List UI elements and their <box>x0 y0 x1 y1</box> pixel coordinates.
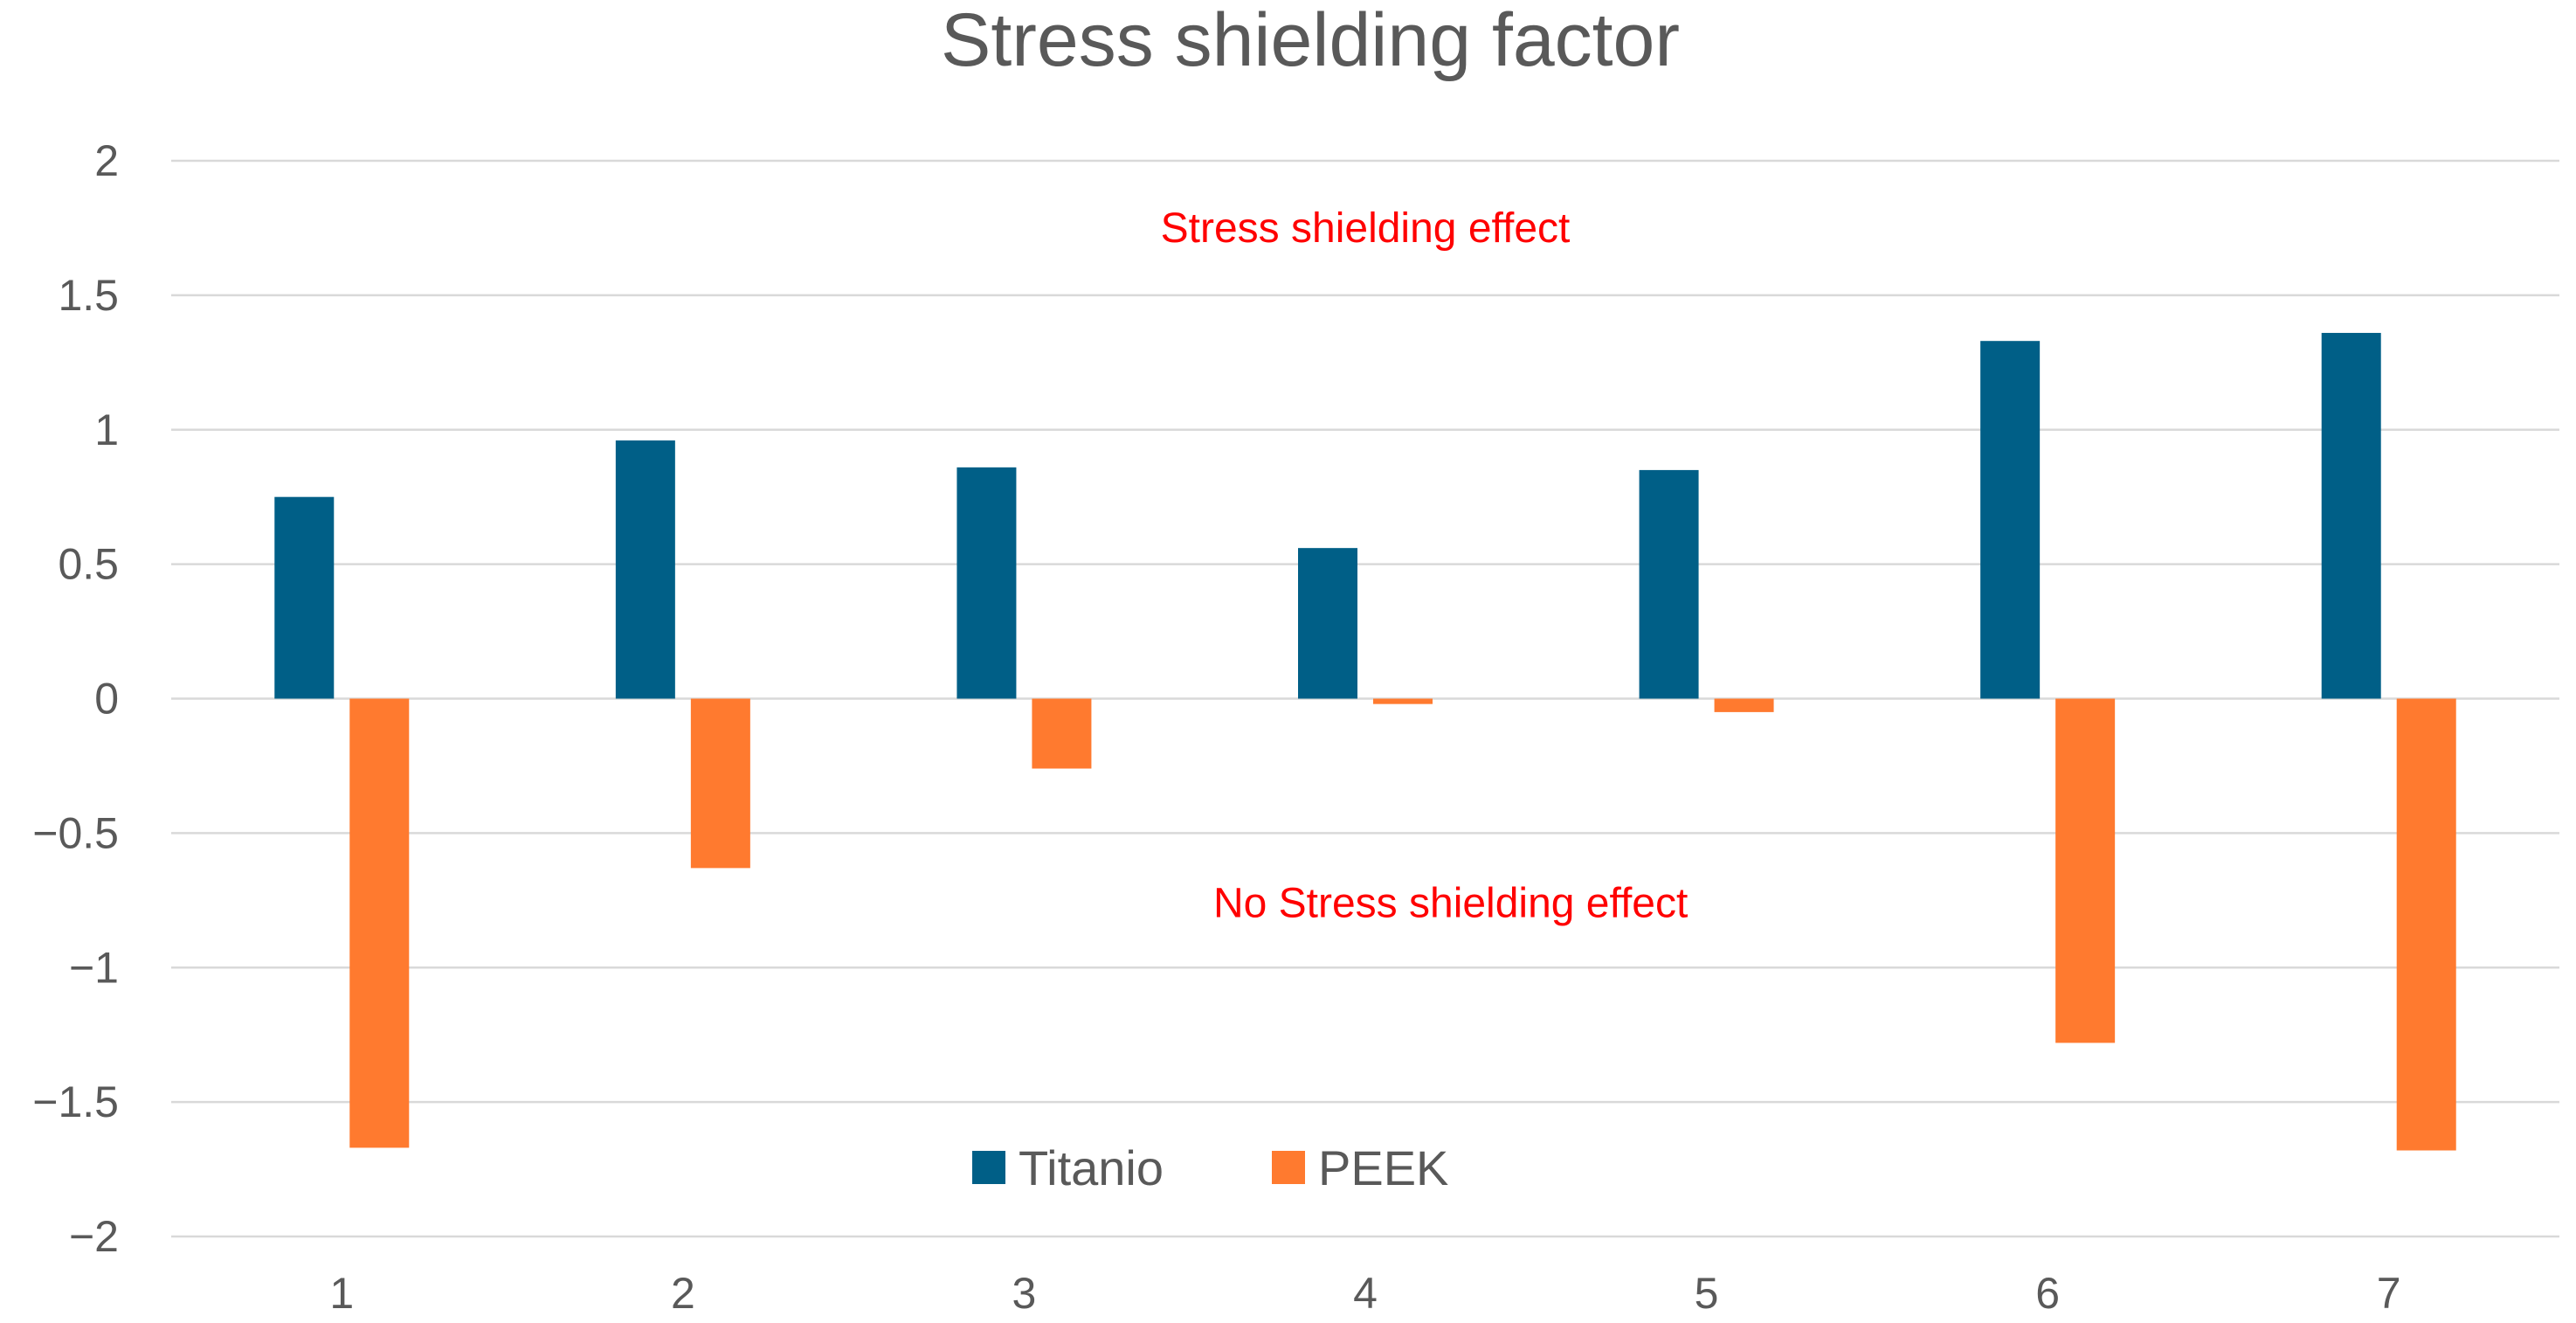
annotation-text: Stress shielding effect <box>1161 205 1571 252</box>
bar-peek-1 <box>349 698 410 1148</box>
y-tick-label: 0 <box>94 675 119 724</box>
x-axis-tick-labels: 1 2 3 4 5 6 7 <box>329 1269 2400 1318</box>
annotations: Stress shielding effect No Stress shieldi… <box>1161 205 1689 926</box>
bar-titanio-5 <box>1639 469 1699 699</box>
chart-title: Stress shielding factor <box>941 0 1680 82</box>
bar-peek-3 <box>1032 698 1092 769</box>
y-tick-label: 1.5 <box>58 271 119 320</box>
x-tick-label: 3 <box>1012 1269 1037 1318</box>
y-tick-label: −0.5 <box>32 808 119 857</box>
bars <box>274 332 2456 1151</box>
bar-peek-4 <box>1373 698 1433 704</box>
bar-titanio-7 <box>2321 332 2381 699</box>
y-tick-label: 0.5 <box>58 540 119 589</box>
x-tick-label: 4 <box>1353 1269 1378 1318</box>
y-tick-label: −1 <box>69 943 119 992</box>
y-tick-label: 1 <box>94 405 119 454</box>
bar-titanio-3 <box>957 467 1017 699</box>
bar-titanio-2 <box>615 440 675 699</box>
x-tick-label: 7 <box>2377 1269 2401 1318</box>
legend: Titanio PEEK <box>972 1140 1448 1195</box>
legend-swatch-titanio <box>972 1151 1005 1184</box>
y-tick-label: −1.5 <box>32 1077 119 1126</box>
x-tick-label: 2 <box>671 1269 695 1318</box>
x-tick-label: 5 <box>1695 1269 1719 1318</box>
annotation-text: No Stress shielding effect <box>1213 880 1688 926</box>
bar-peek-6 <box>2055 698 2116 1043</box>
legend-label-peek: PEEK <box>1318 1140 1448 1195</box>
bar-peek-2 <box>690 698 750 869</box>
legend-swatch-peek <box>1272 1151 1305 1184</box>
bar-titanio-6 <box>1980 341 2041 699</box>
bar-peek-5 <box>1714 698 1774 712</box>
bar-titanio-4 <box>1298 548 1357 699</box>
gridlines <box>171 159 2559 1238</box>
legend-label-titanio: Titanio <box>1019 1140 1164 1195</box>
x-tick-label: 1 <box>329 1269 354 1318</box>
bar-peek-7 <box>2396 698 2456 1151</box>
x-tick-label: 6 <box>2035 1269 2060 1318</box>
y-tick-label: 2 <box>94 136 119 185</box>
bar-titanio-1 <box>274 496 335 699</box>
y-axis-tick-labels: 2 1.5 1 0.5 0 −0.5 −1 −1.5 −2 <box>32 136 119 1261</box>
y-tick-label: −2 <box>69 1212 119 1261</box>
